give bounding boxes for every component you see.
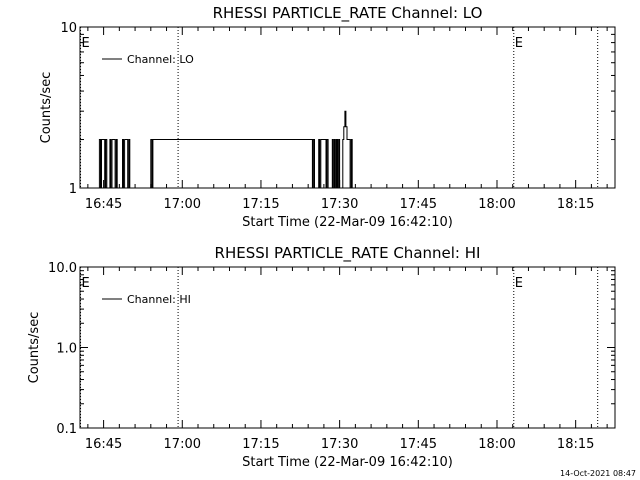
event-marker-e: E: [82, 36, 90, 51]
x-tick-label: 17:15: [242, 437, 279, 452]
y-tick-label: 0.1: [56, 422, 77, 437]
legend-label: Channel: HI: [127, 293, 191, 306]
event-marker-e: E: [515, 276, 523, 291]
x-tick-label: 17:00: [164, 197, 201, 212]
y-axis-label: Counts/sec: [39, 72, 54, 144]
plot-frame: [79, 266, 616, 429]
x-tick-label: 18:15: [557, 437, 594, 452]
x-tick-label: 17:45: [400, 437, 437, 452]
x-tick-label: 17:15: [242, 197, 279, 212]
y-axis-label: Counts/sec: [27, 312, 42, 384]
y-tick-label: 10.0: [48, 261, 77, 276]
chart-title: RHESSI PARTICLE_RATE Channel: LO: [213, 4, 483, 23]
x-tick-label: 18:00: [478, 437, 515, 452]
x-axis-label: Start Time (22-Mar-09 16:42:10): [242, 455, 453, 470]
y-tick-label: 1.0: [56, 342, 77, 357]
x-tick-label: 18:00: [478, 197, 515, 212]
x-axis-label: Start Time (22-Mar-09 16:42:10): [242, 215, 453, 230]
chart-panel-hi: RHESSI PARTICLE_RATE Channel: HI 0.1 1.0 10…: [27, 244, 616, 470]
event-marker-e: E: [82, 276, 90, 291]
timestamp-label: 14-Oct-2021 08:47: [560, 469, 636, 478]
series-line-lo: [98, 110, 353, 189]
chart-title: RHESSI PARTICLE_RATE Channel: HI: [215, 244, 481, 263]
plot-frame: [79, 26, 616, 189]
x-tick-label: 18:15: [557, 197, 594, 212]
chart-panel-lo: RHESSI PARTICLE_RATE Channel: LO 1 10 16:45…: [39, 4, 616, 230]
x-tick-label: 17:30: [321, 197, 358, 212]
legend-label: Channel: LO: [127, 53, 194, 66]
y-tick-label: 10: [60, 21, 77, 36]
x-tick-label: 17:30: [321, 437, 358, 452]
y-tick-label: 1: [69, 182, 77, 197]
event-marker-e: E: [515, 36, 523, 51]
x-tick-label: 17:00: [164, 437, 201, 452]
x-tick-label: 16:45: [85, 197, 122, 212]
x-tick-label: 17:45: [400, 197, 437, 212]
x-tick-label: 16:45: [85, 437, 122, 452]
